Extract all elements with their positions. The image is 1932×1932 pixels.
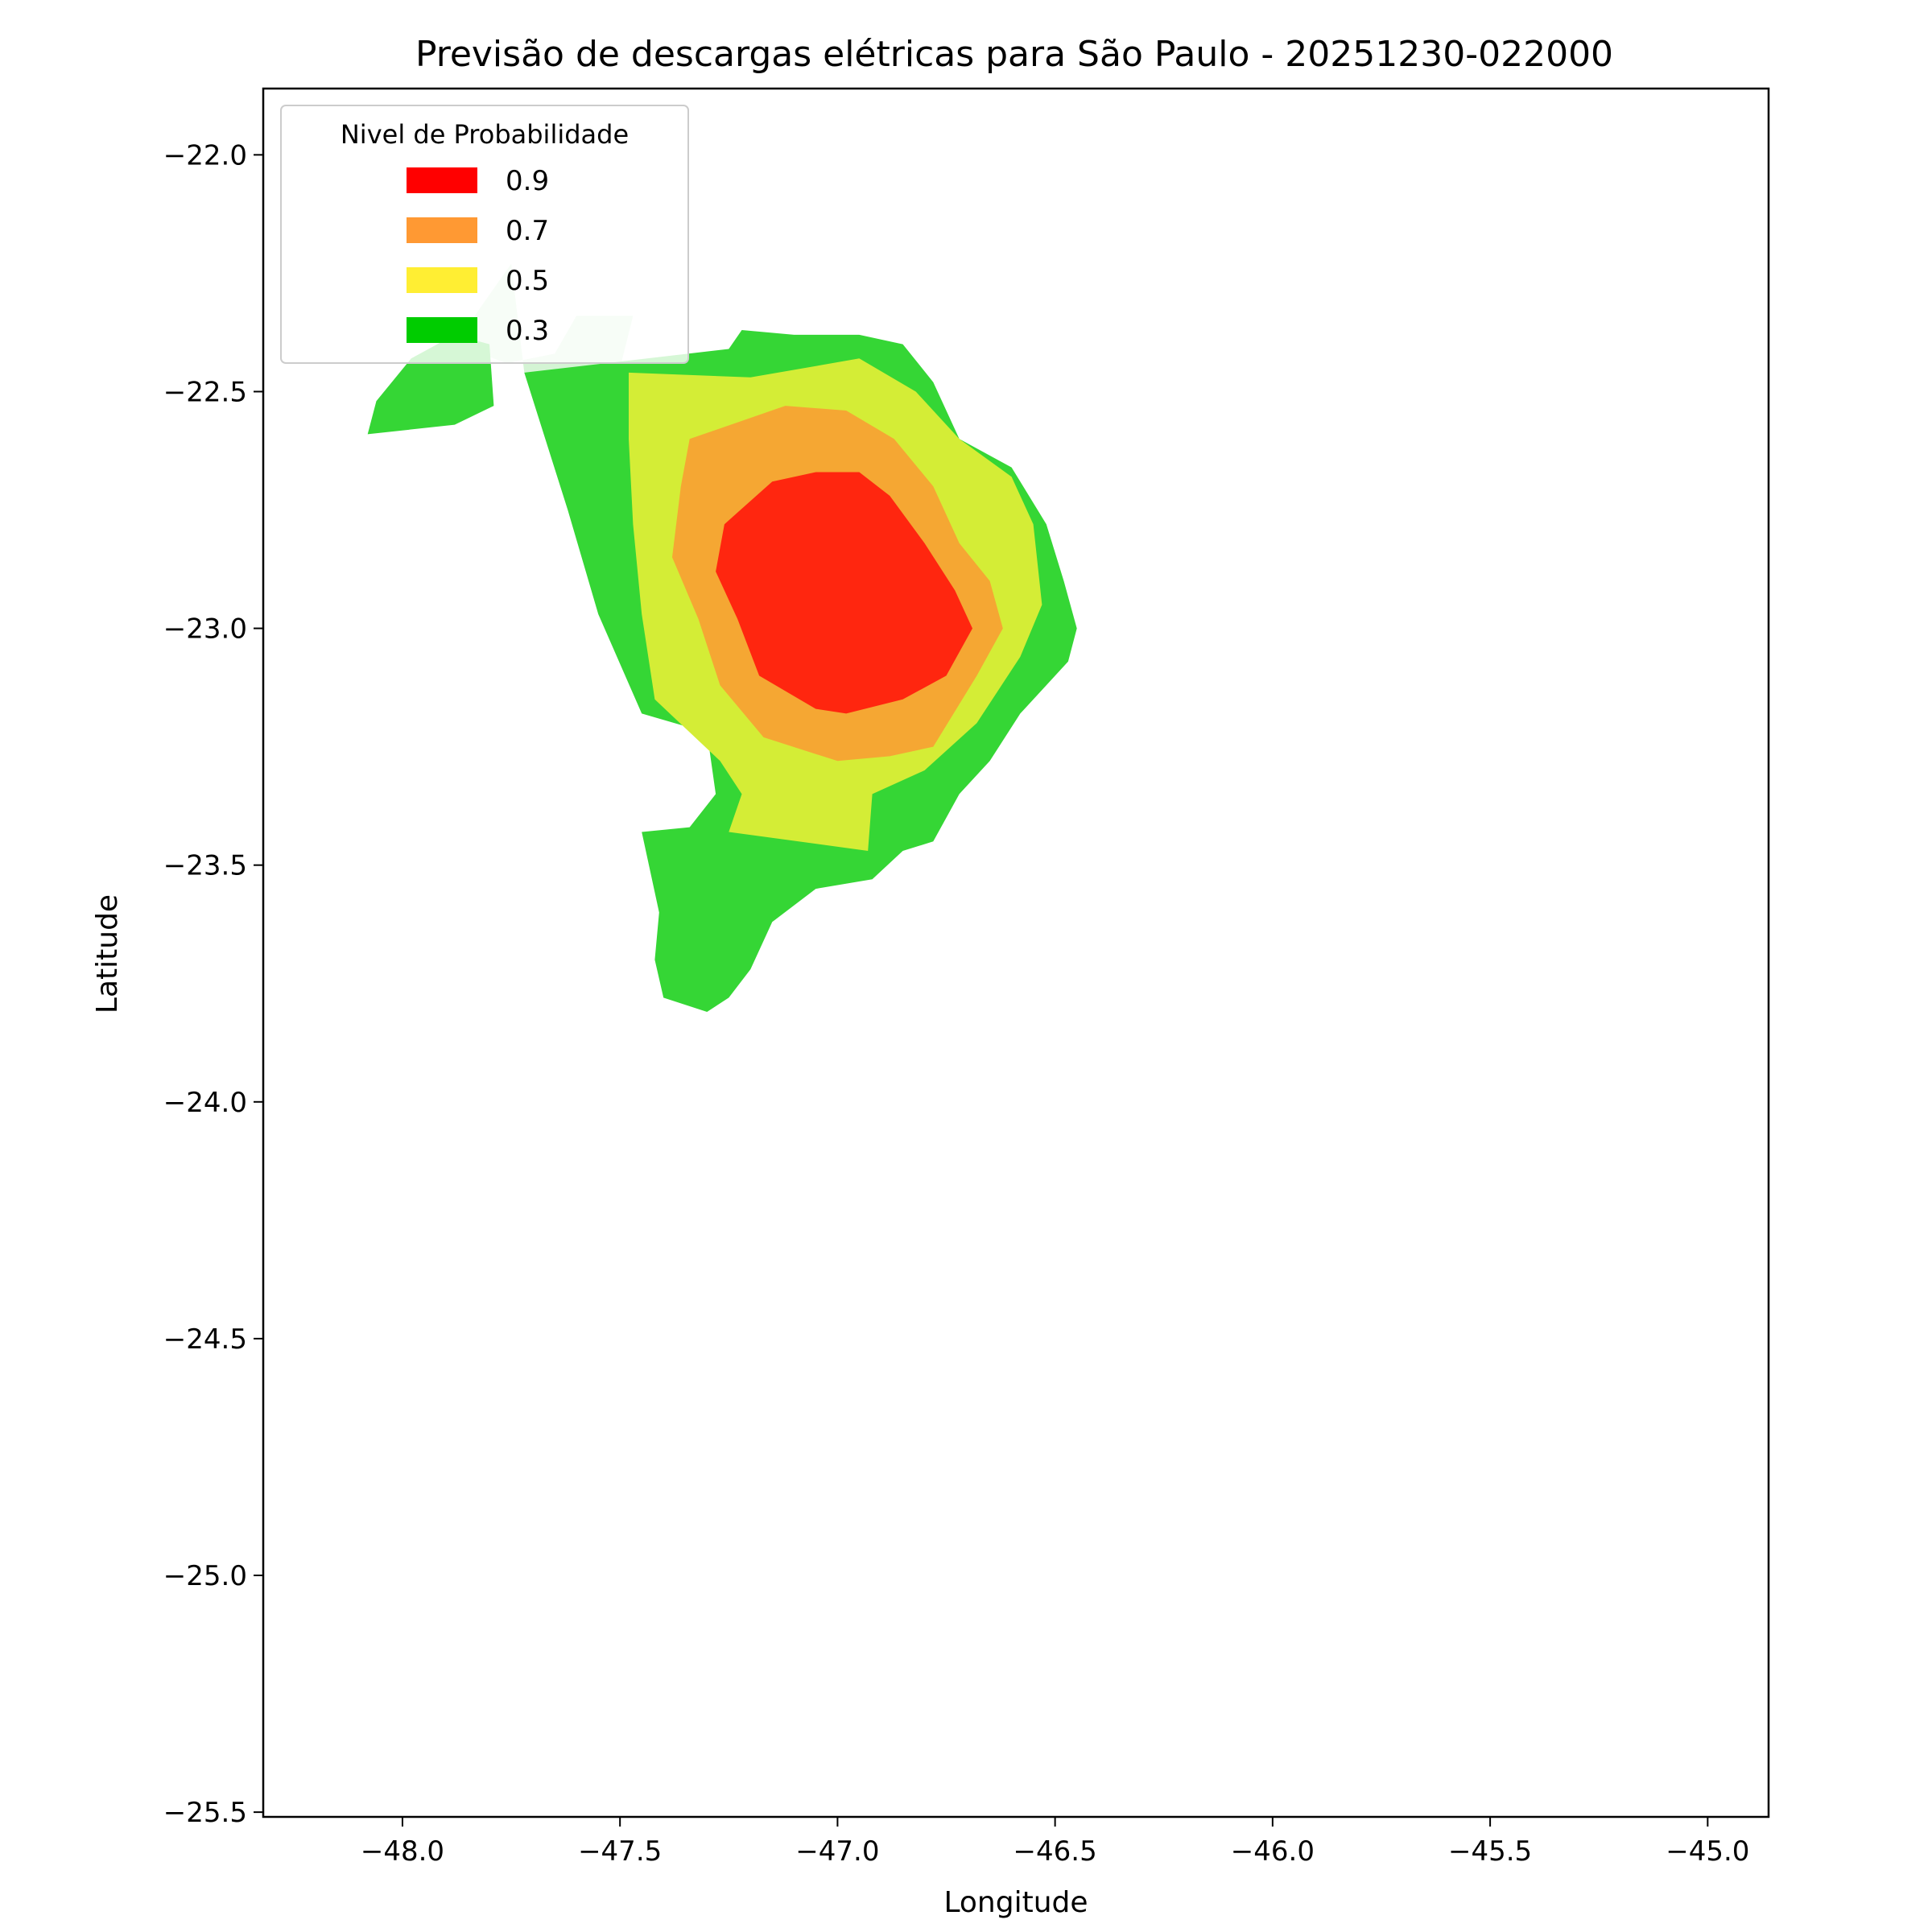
legend-swatch bbox=[407, 317, 477, 343]
legend-label: 0.7 bbox=[506, 215, 549, 247]
legend-frame bbox=[280, 105, 689, 364]
x-tick-label: −47.5 bbox=[578, 1835, 662, 1868]
legend-swatch bbox=[407, 167, 477, 193]
x-tick-label: −45.0 bbox=[1666, 1835, 1749, 1868]
x-tick-label: −48.0 bbox=[361, 1835, 444, 1868]
legend-label: 0.9 bbox=[506, 165, 549, 197]
plot-frame bbox=[262, 87, 1770, 1818]
y-tick-label: −23.5 bbox=[163, 850, 247, 882]
y-tick-label: −22.0 bbox=[163, 139, 247, 171]
legend-label: 0.3 bbox=[506, 315, 549, 347]
legend-label: 0.5 bbox=[506, 265, 549, 297]
y-tick-label: −24.0 bbox=[163, 1087, 247, 1119]
legend: Nivel de Probabilidade 0.9 0.7 0.5 0.3 bbox=[280, 105, 689, 364]
y-tick-label: −24.5 bbox=[163, 1323, 247, 1356]
y-axis: −22.0 −22.5 −23.0 −23.5 −24.0 −24.5 −25.0 −25.5 bbox=[163, 139, 263, 1829]
y-tick-label: −25.0 bbox=[163, 1560, 247, 1592]
y-tick-label: −25.5 bbox=[163, 1797, 247, 1829]
contour-region-0-9-0 bbox=[716, 472, 972, 714]
x-tick-label: −46.5 bbox=[1013, 1835, 1097, 1868]
legend-title: Nivel de Probabilidade bbox=[341, 119, 629, 150]
legend-swatch bbox=[407, 267, 477, 293]
legend-entries: 0.9 0.7 0.5 0.3 bbox=[407, 165, 549, 347]
x-tick-label: −45.5 bbox=[1448, 1835, 1532, 1868]
contour-regions bbox=[367, 263, 1077, 1012]
x-axis: −48.0 −47.5 −47.0 −46.5 −46.0 −45.5 −45.0 bbox=[361, 1817, 1749, 1868]
y-axis-label: Latitude bbox=[91, 894, 124, 1013]
legend-swatch bbox=[407, 217, 477, 243]
y-tick-label: −22.5 bbox=[163, 376, 247, 408]
x-axis-label: Longitude bbox=[943, 1886, 1088, 1919]
x-tick-label: −46.0 bbox=[1231, 1835, 1315, 1868]
y-tick-label: −23.0 bbox=[163, 613, 247, 646]
x-tick-label: −47.0 bbox=[795, 1835, 879, 1868]
chart-title: Previsão de descargas elétricas para São… bbox=[415, 34, 1613, 75]
